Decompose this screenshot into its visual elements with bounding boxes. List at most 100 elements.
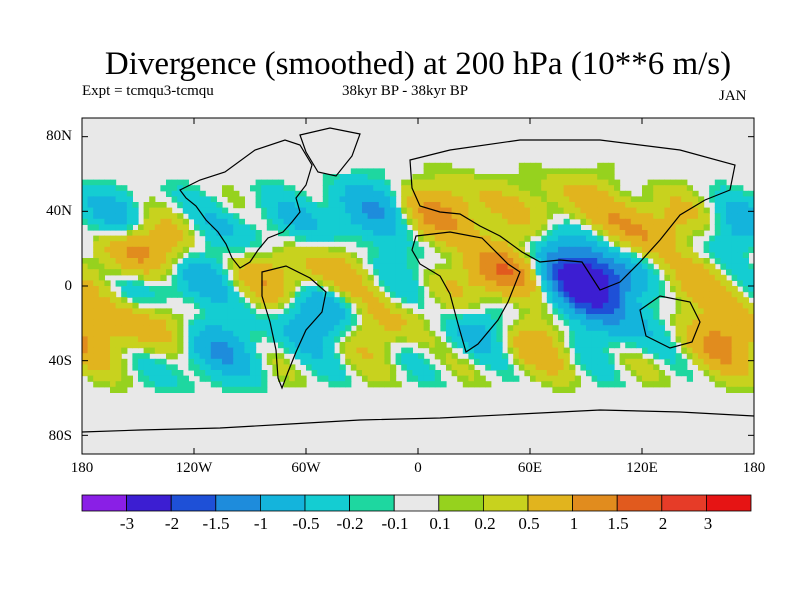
field-cell xyxy=(552,386,559,393)
field-cell xyxy=(294,230,301,237)
field-cell xyxy=(653,207,660,214)
field-cell xyxy=(658,258,665,265)
field-cell xyxy=(664,252,671,259)
field-cell xyxy=(322,325,329,332)
field-cell xyxy=(558,235,565,242)
field-cell xyxy=(698,269,705,276)
field-cell xyxy=(87,297,94,304)
field-cell xyxy=(451,319,458,326)
field-cell xyxy=(474,319,481,326)
field-cell xyxy=(104,207,111,214)
field-cell xyxy=(574,330,581,337)
field-cell xyxy=(602,297,609,304)
field-cell xyxy=(670,235,677,242)
field-cell xyxy=(160,330,167,337)
field-cell xyxy=(485,263,492,270)
field-cell xyxy=(558,207,565,214)
field-cell xyxy=(227,370,234,377)
field-cell xyxy=(154,347,161,354)
field-cell xyxy=(210,325,217,332)
field-cell xyxy=(255,235,262,242)
field-cell xyxy=(748,353,754,360)
field-cell xyxy=(233,353,240,360)
field-cell xyxy=(479,179,486,186)
field-cell xyxy=(356,297,363,304)
field-cell xyxy=(104,224,111,231)
field-cell xyxy=(104,190,111,197)
field-cell xyxy=(272,190,279,197)
field-cell xyxy=(619,263,626,270)
field-cell xyxy=(356,308,363,315)
field-cell xyxy=(216,218,223,225)
field-cell xyxy=(182,246,189,253)
field-cell xyxy=(250,330,257,337)
field-cell xyxy=(468,353,475,360)
field-cell xyxy=(87,342,94,349)
field-cell xyxy=(194,286,201,293)
field-cell xyxy=(294,196,301,203)
field-cell xyxy=(462,297,469,304)
field-cell xyxy=(530,308,537,315)
field-cell xyxy=(518,330,525,337)
field-cell xyxy=(720,263,727,270)
field-cell xyxy=(222,297,229,304)
field-cell xyxy=(625,263,632,270)
field-cell xyxy=(479,218,486,225)
field-cell xyxy=(658,252,665,259)
field-cell xyxy=(563,319,570,326)
field-cell xyxy=(300,325,307,332)
colorbar-box xyxy=(215,494,261,512)
field-cell xyxy=(675,370,682,377)
field-cell xyxy=(541,336,548,343)
field-cell xyxy=(261,325,268,332)
field-cell xyxy=(367,325,374,332)
field-cell xyxy=(110,319,117,326)
field-cell xyxy=(698,342,705,349)
field-cell xyxy=(322,179,329,186)
field-cell xyxy=(709,241,716,248)
field-cell xyxy=(726,375,733,382)
field-cell xyxy=(658,330,665,337)
field-cell xyxy=(199,375,206,382)
field-cell xyxy=(574,202,581,209)
field-cell xyxy=(294,375,301,382)
field-cell xyxy=(440,246,447,253)
field-cell xyxy=(535,330,542,337)
field-cell xyxy=(619,202,626,209)
field-cell xyxy=(395,280,402,287)
field-cell xyxy=(664,269,671,276)
field-cell xyxy=(238,364,245,371)
field-cell xyxy=(205,297,212,304)
field-cell xyxy=(614,213,621,220)
field-cell xyxy=(490,218,497,225)
field-cell xyxy=(513,258,520,265)
field-cell xyxy=(238,196,245,203)
field-cell xyxy=(457,252,464,259)
field-cell xyxy=(283,185,290,192)
field-cell xyxy=(266,269,273,276)
field-cell xyxy=(87,308,94,315)
field-cell xyxy=(233,224,240,231)
field-cell xyxy=(686,274,693,281)
field-cell xyxy=(115,297,122,304)
field-cell xyxy=(177,375,184,382)
field-cell xyxy=(546,196,553,203)
field-cell xyxy=(658,375,665,382)
field-cell xyxy=(93,207,100,214)
field-cell xyxy=(698,358,705,365)
field-cell xyxy=(670,314,677,321)
field-cell xyxy=(82,336,89,343)
field-cell xyxy=(317,246,324,253)
field-cell xyxy=(434,185,441,192)
field-cell xyxy=(306,297,313,304)
field-cell xyxy=(552,347,559,354)
field-cell xyxy=(367,308,374,315)
field-cell xyxy=(210,263,217,270)
field-cell xyxy=(490,196,497,203)
field-cell xyxy=(602,241,609,248)
field-cell xyxy=(670,252,677,259)
field-cell xyxy=(602,319,609,326)
field-cell xyxy=(272,364,279,371)
field-cell xyxy=(272,291,279,298)
field-cell xyxy=(317,258,324,265)
